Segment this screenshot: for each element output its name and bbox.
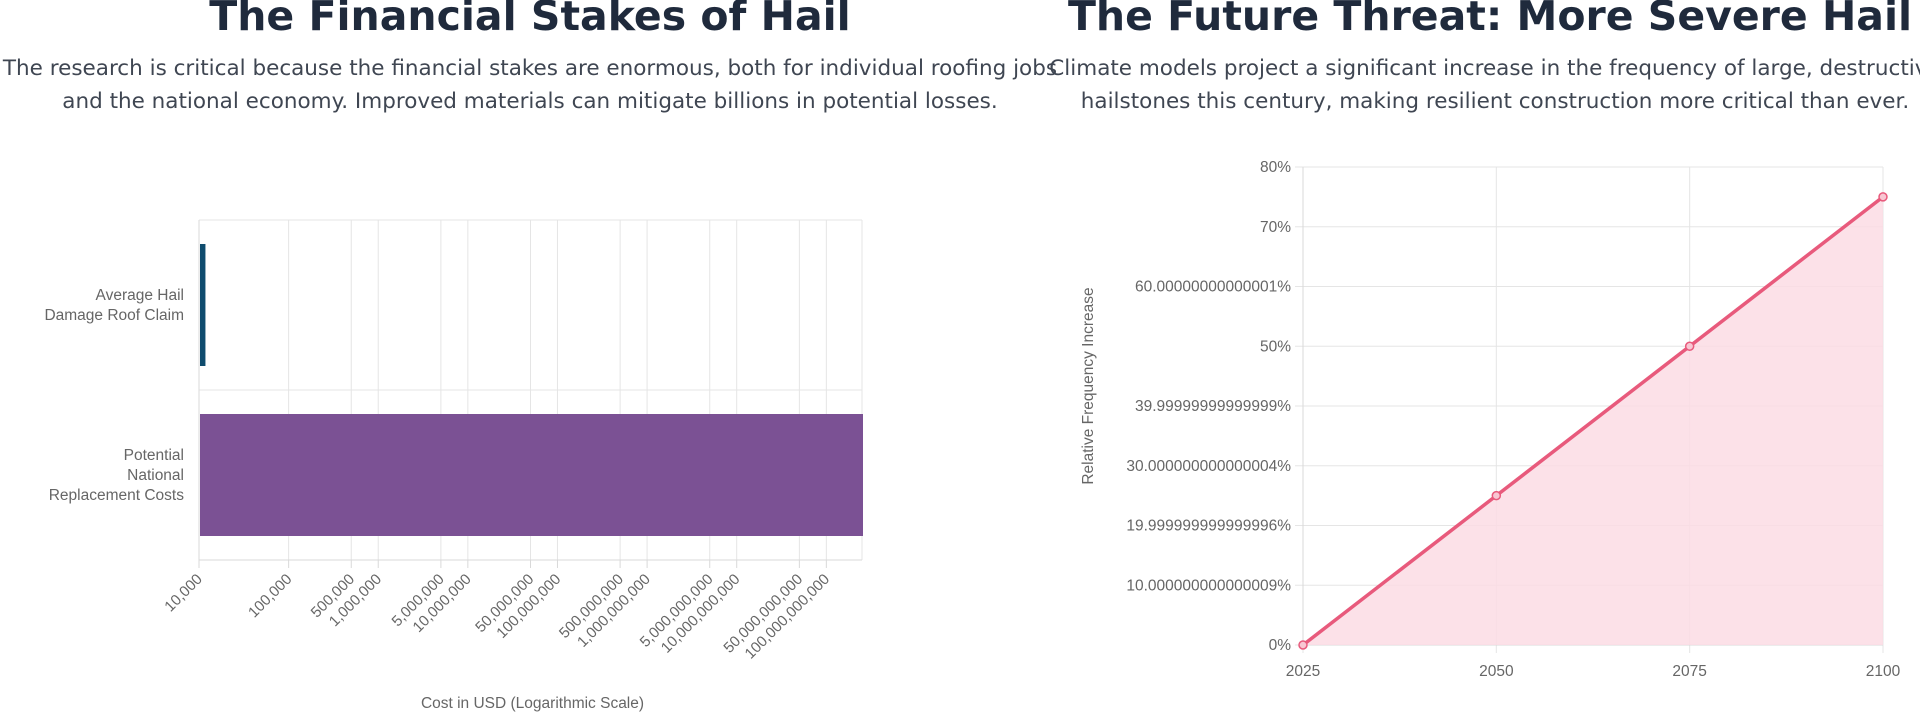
y-tick-label: 39.99999999999999% xyxy=(1135,398,1291,415)
y-tick-label: 10.000000000000009% xyxy=(1126,577,1291,594)
y-tick-label: 19.999999999999996% xyxy=(1126,518,1291,535)
y-category-label: Potential xyxy=(124,447,184,464)
future-threat-title: The Future Threat: More Severe Hail xyxy=(1067,0,1913,40)
data-point xyxy=(1298,640,1308,650)
y-category-label: Average Hail xyxy=(96,287,184,304)
y-tick-label: 30.000000000000004% xyxy=(1126,458,1291,475)
financial-stakes-description: The research is critical because the fin… xyxy=(2,56,1058,114)
x-tick-label: 2050 xyxy=(1479,663,1514,680)
y-tick-label: 70% xyxy=(1260,219,1291,236)
data-point xyxy=(1878,192,1888,202)
x-tick-label: 2025 xyxy=(1286,663,1320,680)
data-point xyxy=(1684,341,1695,351)
y-tick-label: 50% xyxy=(1260,338,1291,355)
y-tick-label: 80% xyxy=(1260,159,1291,176)
y-category-label: Damage Roof Claim xyxy=(44,307,184,324)
y-tick-label: 60.00000000000001% xyxy=(1135,279,1291,296)
x-axis-title: Cost in USD (Logarithmic Scale) xyxy=(421,695,644,712)
financial-stakes-title: The Financial Stakes of Hail xyxy=(209,0,851,40)
series-line xyxy=(1301,195,1885,647)
y-axis-title: Relative Frequency Increase xyxy=(1080,287,1097,484)
bar xyxy=(200,414,863,536)
data-point xyxy=(1491,490,1502,501)
x-tick-label: 2075 xyxy=(1672,663,1706,680)
y-category-label: Replacement Costs xyxy=(49,487,185,504)
y-tick-label: 0% xyxy=(1269,637,1292,654)
bar xyxy=(200,244,206,366)
future-threat-description: Climate models project a significant inc… xyxy=(1049,56,1920,114)
y-category-label: National xyxy=(127,467,184,484)
x-tick-label: 2100 xyxy=(1866,663,1901,680)
